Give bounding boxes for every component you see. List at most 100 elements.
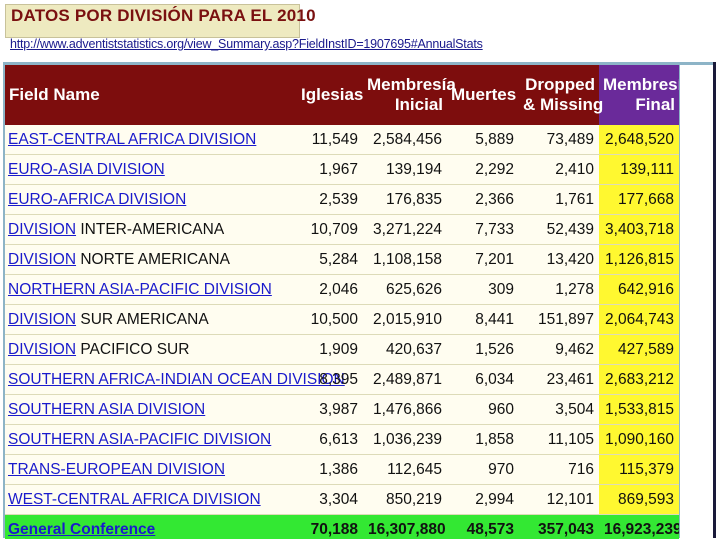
division-link[interactable]: EAST-CENTRAL AFRICA DIVISION [8, 130, 257, 148]
division-link[interactable]: EURO-AFRICA DIVISION [8, 190, 187, 208]
iglesias-cell: 2,539 [297, 184, 363, 215]
membresia-inicial-cell: 3,271,224 [363, 214, 447, 245]
dropped-missing-cell: 1,761 [519, 184, 599, 215]
division-link[interactable]: DIVISION [8, 220, 77, 238]
membresia-final-cell: 1,126,815 [599, 244, 679, 275]
muertes-cell: 1,526 [447, 334, 519, 365]
field-name-cell: SOUTHERN ASIA DIVISION [5, 394, 297, 425]
dropped-missing-cell: 151,897 [519, 304, 599, 335]
field-name-cell: DIVISION INTER-AMERICANA [5, 214, 297, 245]
field-name-cell: EAST-CENTRAL AFRICA DIVISION [5, 125, 297, 155]
division-link[interactable]: EURO-ASIA DIVISION [8, 160, 165, 178]
division-link[interactable]: NORTHERN ASIA-PACIFIC DIVISION [8, 280, 272, 298]
dropped-missing-cell: 1,278 [519, 274, 599, 305]
col-header-iglesias[interactable]: Iglesias [297, 65, 363, 125]
membresia-inicial-cell: 2,015,910 [363, 304, 447, 335]
field-name-cell: DIVISION NORTE AMERICANA [5, 244, 297, 275]
division-name-suffix: INTER-AMERICANA [76, 220, 225, 238]
iglesias-cell: 3,987 [297, 394, 363, 425]
page-title: DATOS POR DIVISIÓN PARA EL 2010 [11, 6, 316, 25]
dropped-missing-cell: 11,105 [519, 424, 599, 455]
division-link[interactable]: WEST-CENTRAL AFRICA DIVISION [8, 490, 261, 508]
membresia-inicial-cell: 1,476,866 [363, 394, 447, 425]
col-header-membresia-inicial[interactable]: Membresía Inicial [363, 65, 456, 125]
membresia-final-cell: 1,090,160 [599, 424, 679, 455]
muertes-cell: 2,292 [447, 154, 519, 185]
total-iglesias-cell: 70,188 [297, 514, 363, 539]
division-link[interactable]: DIVISION [8, 250, 77, 268]
total-row: General Conference 70,188 16,307,880 48,573… [5, 514, 679, 539]
field-name-cell: WEST-CENTRAL AFRICA DIVISION [5, 484, 297, 515]
membresia-inicial-cell: 850,219 [363, 484, 447, 515]
total-name-cell: General Conference [5, 514, 297, 539]
membresia-final-cell: 115,379 [599, 454, 679, 485]
division-link[interactable]: SOUTHERN ASIA DIVISION [8, 400, 206, 418]
col-header-muertes[interactable]: Muertes [447, 65, 519, 125]
general-conference-link[interactable]: General Conference [8, 521, 156, 538]
table-row: EURO-ASIA DIVISION 1,967 139,194 2,292 2,410… [5, 154, 679, 185]
membresia-inicial-cell: 1,108,158 [363, 244, 447, 275]
division-link[interactable]: TRANS-EUROPEAN DIVISION [8, 460, 226, 478]
table-row: WEST-CENTRAL AFRICA DIVISION 3,304 850,219… [5, 484, 679, 515]
field-name-cell: DIVISION SUR AMERICANA [5, 304, 297, 335]
dropped-missing-cell: 73,489 [519, 125, 599, 155]
field-name-cell: EURO-AFRICA DIVISION [5, 184, 297, 215]
col-header-membresia-final[interactable]: MembresíaFinal [599, 65, 679, 125]
division-link[interactable]: SOUTHERN ASIA-PACIFIC DIVISION [8, 430, 272, 448]
right-margin [680, 65, 714, 539]
membresia-inicial-cell: 1,036,239 [363, 424, 447, 455]
field-name-cell: NORTHERN ASIA-PACIFIC DIVISION [5, 274, 297, 305]
table-row: DIVISION SUR AMERICANA 10,500 2,015,910 8,4… [5, 304, 679, 335]
title-banner: DATOS POR DIVISIÓN PARA EL 2010 [5, 4, 316, 38]
division-name-suffix: SUR AMERICANA [76, 310, 209, 328]
dropped-missing-cell: 9,462 [519, 334, 599, 365]
membresia-inicial-cell: 420,637 [363, 334, 447, 365]
membresia-final-cell: 1,533,815 [599, 394, 679, 425]
iglesias-cell: 6,613 [297, 424, 363, 455]
table-header-row: Field Name Iglesias Membresía Inicial Mue… [5, 65, 679, 125]
muertes-cell: 7,733 [447, 214, 519, 245]
table-body: EAST-CENTRAL AFRICA DIVISION 11,549 2,584,… [5, 125, 679, 539]
division-name-suffix: NORTE AMERICANA [76, 250, 230, 268]
membresia-final-cell: 869,593 [599, 484, 679, 515]
membresia-final-cell: 2,064,743 [599, 304, 679, 335]
muertes-cell: 960 [447, 394, 519, 425]
total-dropped-missing-cell: 357,043 [519, 514, 599, 539]
iglesias-cell: 10,500 [297, 304, 363, 335]
iglesias-cell: 1,386 [297, 454, 363, 485]
table-row: DIVISION PACIFICO SUR 1,909 420,637 1,526 9,… [5, 334, 679, 365]
muertes-cell: 7,201 [447, 244, 519, 275]
col-header-dropped-missing[interactable]: Dropped & Missing [519, 65, 603, 125]
stats-table-container: Field Name Iglesias Membresía Inicial Mue… [5, 65, 679, 539]
table-row: EURO-AFRICA DIVISION 2,539 176,835 2,366 1,7… [5, 184, 679, 215]
field-name-cell: SOUTHERN ASIA-PACIFIC DIVISION [5, 424, 297, 455]
muertes-cell: 2,366 [447, 184, 519, 215]
field-name-cell: DIVISION PACIFICO SUR [5, 334, 297, 365]
iglesias-cell: 5,284 [297, 244, 363, 275]
source-url-link[interactable]: http://www.adventiststatistics.org/view_… [10, 37, 483, 51]
table-row: DIVISION NORTE AMERICANA 5,284 1,108,158 7,… [5, 244, 679, 275]
membresia-inicial-cell: 2,489,871 [363, 364, 447, 395]
division-link[interactable]: SOUTHERN AFRICA-INDIAN OCEAN DIVISION [8, 370, 345, 388]
membresia-final-cell: 139,111 [599, 154, 679, 185]
muertes-cell: 2,994 [447, 484, 519, 515]
membresia-final-cell: 642,916 [599, 274, 679, 305]
division-stats-table: Field Name Iglesias Membresía Inicial Mue… [5, 65, 679, 539]
col-header-field-name[interactable]: Field Name [5, 65, 297, 125]
iglesias-cell: 10,709 [297, 214, 363, 245]
muertes-cell: 309 [447, 274, 519, 305]
membresia-final-cell: 3,403,718 [599, 214, 679, 245]
dropped-missing-cell: 13,420 [519, 244, 599, 275]
muertes-cell: 1,858 [447, 424, 519, 455]
table-row: NORTHERN ASIA-PACIFIC DIVISION 2,046 625,6… [5, 274, 679, 305]
division-link[interactable]: DIVISION [8, 310, 77, 328]
membresia-final-cell: 427,589 [599, 334, 679, 365]
iglesias-cell: 2,046 [297, 274, 363, 305]
muertes-cell: 8,441 [447, 304, 519, 335]
membresia-inicial-cell: 176,835 [363, 184, 447, 215]
muertes-cell: 6,034 [447, 364, 519, 395]
dropped-missing-cell: 12,101 [519, 484, 599, 515]
total-membresia-final-cell: 16,923,239 [599, 514, 679, 539]
total-muertes-cell: 48,573 [447, 514, 519, 539]
division-link[interactable]: DIVISION [8, 340, 77, 358]
